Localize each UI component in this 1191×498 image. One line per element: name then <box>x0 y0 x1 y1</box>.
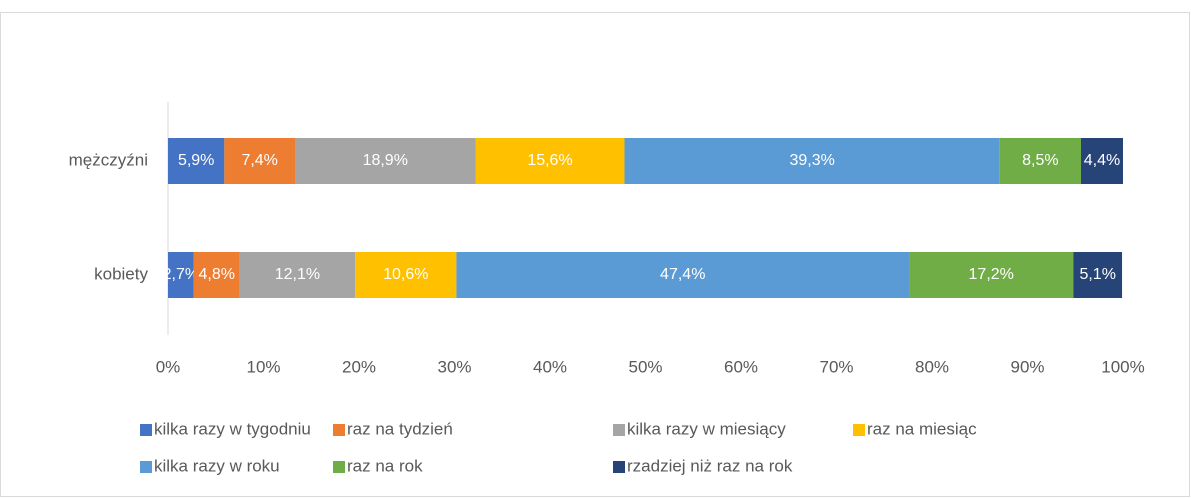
bar-segment <box>168 138 225 184</box>
bar-segment <box>224 138 296 184</box>
bar-segment <box>456 252 910 298</box>
x-tick-label: 50% <box>628 357 662 376</box>
data-label: 5,9% <box>178 152 214 169</box>
chart-border <box>0 12 1190 497</box>
data-label: 18,9% <box>363 152 408 169</box>
y-tick-label: kobiety <box>94 264 148 283</box>
x-tick-label: 0% <box>156 357 181 376</box>
legend-label: kilka razy w miesiący <box>627 419 786 438</box>
bar-segment <box>295 138 476 184</box>
data-label: 2,7% <box>163 266 199 283</box>
legend-swatch <box>333 461 345 473</box>
bar-segment <box>909 252 1074 298</box>
data-label: 47,4% <box>660 266 705 283</box>
data-label: 4,4% <box>1084 152 1120 169</box>
bar-segment <box>475 138 625 184</box>
legend-label: rzadziej niż raz na rok <box>627 456 793 475</box>
y-tick-label: mężczyźni <box>69 150 148 169</box>
x-tick-label: 20% <box>342 357 376 376</box>
legend-swatch <box>333 424 345 436</box>
x-tick-label: 70% <box>819 357 853 376</box>
x-tick-label: 100% <box>1101 357 1144 376</box>
x-tick-label: 90% <box>1010 357 1044 376</box>
x-tick-label: 30% <box>437 357 471 376</box>
legend-swatch <box>853 424 865 436</box>
x-tick-label: 10% <box>246 357 280 376</box>
bar-segment <box>1073 252 1123 298</box>
data-label: 15,6% <box>527 152 572 169</box>
bar-segment <box>193 252 240 298</box>
bar-segment <box>1080 138 1123 184</box>
legend-swatch <box>140 424 152 436</box>
legend-label: kilka razy w tygodniu <box>154 419 311 438</box>
legend-swatch <box>613 461 625 473</box>
x-tick-label: 40% <box>533 357 567 376</box>
data-label: 5,1% <box>1079 266 1115 283</box>
x-tick-label: 80% <box>915 357 949 376</box>
x-tick-label: 60% <box>724 357 758 376</box>
data-label: 17,2% <box>969 266 1014 283</box>
legend-label: kilka razy w roku <box>154 456 280 475</box>
legend-label: raz na rok <box>347 456 423 475</box>
data-label: 10,6% <box>383 266 428 283</box>
data-label: 39,3% <box>789 152 834 169</box>
bar-segment <box>168 252 194 298</box>
bar-segment <box>624 138 1000 184</box>
legend-label: raz na tydzień <box>347 419 453 438</box>
legend-swatch <box>140 461 152 473</box>
bar-segment <box>355 252 457 298</box>
data-label: 12,1% <box>275 266 320 283</box>
data-label: 8,5% <box>1022 152 1058 169</box>
legend-swatch <box>613 424 625 436</box>
bar-segment <box>239 252 356 298</box>
legend-label: raz na miesiąc <box>867 419 977 438</box>
data-label: 4,8% <box>198 266 234 283</box>
data-label: 7,4% <box>241 152 277 169</box>
bar-segment <box>999 138 1081 184</box>
